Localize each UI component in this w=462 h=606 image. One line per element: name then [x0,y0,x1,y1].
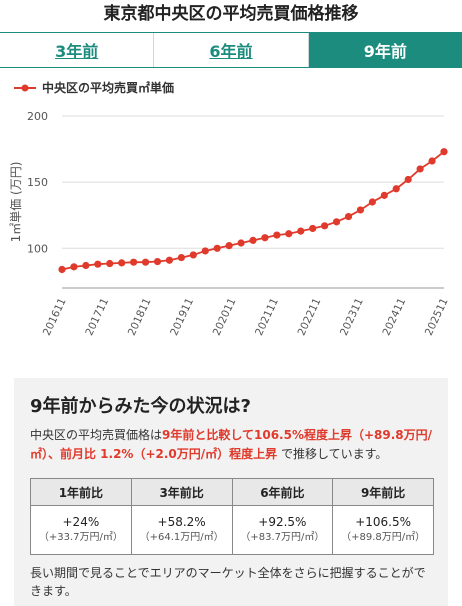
cell-3-years-pct: +58.2% [157,515,206,529]
data-point [130,258,138,266]
x-tick-label: 202211 [296,296,324,337]
data-point [249,236,257,244]
data-point [118,259,126,267]
desc-highlight: 9年前と比較して106.5%程度上昇（+89.8万円/㎡）、前月比 1.2%（+… [30,428,433,461]
cell-9-years: +106.5% （+89.8万円/㎡） [332,505,434,555]
y-tick-label: 100 [27,242,48,255]
cell-9-years-pct: +106.5% [355,515,412,529]
data-point [273,231,281,239]
period-tabs: 3年前 6年前 9年前 [0,32,462,68]
header-9-years: 9年前比 [332,478,434,506]
cell-9-years-amount: （+89.8万円/㎡） [341,532,426,543]
data-point [416,165,424,173]
data-point [177,253,185,262]
data-point [428,157,436,165]
x-tick-label: 201811 [126,296,154,337]
legend-marker [21,84,29,92]
cell-6-years-pct: +92.5% [258,515,307,529]
data-point [141,258,150,266]
data-point [237,239,245,247]
data-point [106,259,114,268]
data-point [309,224,317,233]
data-point [70,263,78,271]
price-line-chart: 中央区の平均売買㎡単価 100 150 200 1㎡単価 (万円) 201611 20171… [9,80,451,338]
y-axis-label: 1㎡単価 (万円) [9,162,23,243]
data-point [201,247,209,255]
summary-heading: 9年前からみた今の状況は? [30,396,251,417]
tab-9-years[interactable]: 9年前 [308,33,462,67]
summary-footer: 長い期間で見ることでエリアのマーケット全体をさらに把握することができます。 [30,566,426,598]
cell-1-year: +24% （+33.7万円/㎡） [30,505,132,555]
data-point [404,175,412,184]
summary-description: 中央区の平均売買価格は9年前と比較して106.5%程度上昇（+89.8万円/㎡）… [30,426,434,464]
data-point [82,261,90,270]
data-point [261,234,269,242]
x-tick-label: 201611 [41,296,69,337]
desc-suffix: で推移しています。 [277,447,388,461]
summary-panel: 9年前からみた今の状況は? 中央区の平均売買価格は9年前と比較して106.5%程… [14,378,448,606]
data-point [344,212,353,221]
x-tick-label: 201911 [168,296,196,337]
data-point [368,198,376,206]
x-tick-label: 202111 [253,296,281,337]
y-tick-label: 150 [27,176,48,189]
x-tick-label: 202511 [423,296,451,337]
data-point [380,191,388,199]
data-point [285,230,293,238]
data-point [213,244,221,252]
data-point [153,257,162,266]
data-point [165,256,174,264]
legend-label: 中央区の平均売買㎡単価 [42,80,174,95]
data-point [392,185,400,193]
series-line [61,151,445,271]
header-3-years: 3年前比 [130,478,233,506]
y-tick-label: 200 [27,110,48,123]
data-point [189,251,197,259]
data-point [94,260,102,268]
page-title: 東京都中央区の平均売買価格推移 [103,4,359,24]
data-point [440,148,448,156]
data-point [321,222,329,230]
comparison-table: 1年前比 3年前比 6年前比 9年前比 +24% （+33.7万円/㎡） +58.… [30,478,434,555]
desc-prefix: 中央区の平均売買価格は [30,428,163,442]
cell-6-years-amount: （+83.7万円/㎡） [240,532,325,543]
cell-1-year-pct: +24% [62,515,100,529]
cell-6-years: +92.5% （+83.7万円/㎡） [231,505,334,555]
data-point [356,206,365,214]
x-tick-label: 202311 [338,296,366,337]
x-tick-label: 202411 [380,296,408,337]
x-tick-label: 201711 [83,296,111,337]
data-point [297,227,305,235]
data-point [225,242,233,250]
cell-3-years: +58.2% （+64.1万円/㎡） [130,505,233,555]
header-1-year: 1年前比 [30,478,132,506]
tab-6-years[interactable]: 6年前 [154,33,309,67]
tab-3-years[interactable]: 3年前 [0,33,155,67]
x-tick-label: 202011 [211,296,239,337]
header-6-years: 6年前比 [231,478,334,506]
cell-1-year-amount: （+33.7万円/㎡） [38,532,123,543]
data-point [58,265,66,274]
data-point [332,218,341,226]
cell-3-years-amount: （+64.1万円/㎡） [139,532,224,543]
